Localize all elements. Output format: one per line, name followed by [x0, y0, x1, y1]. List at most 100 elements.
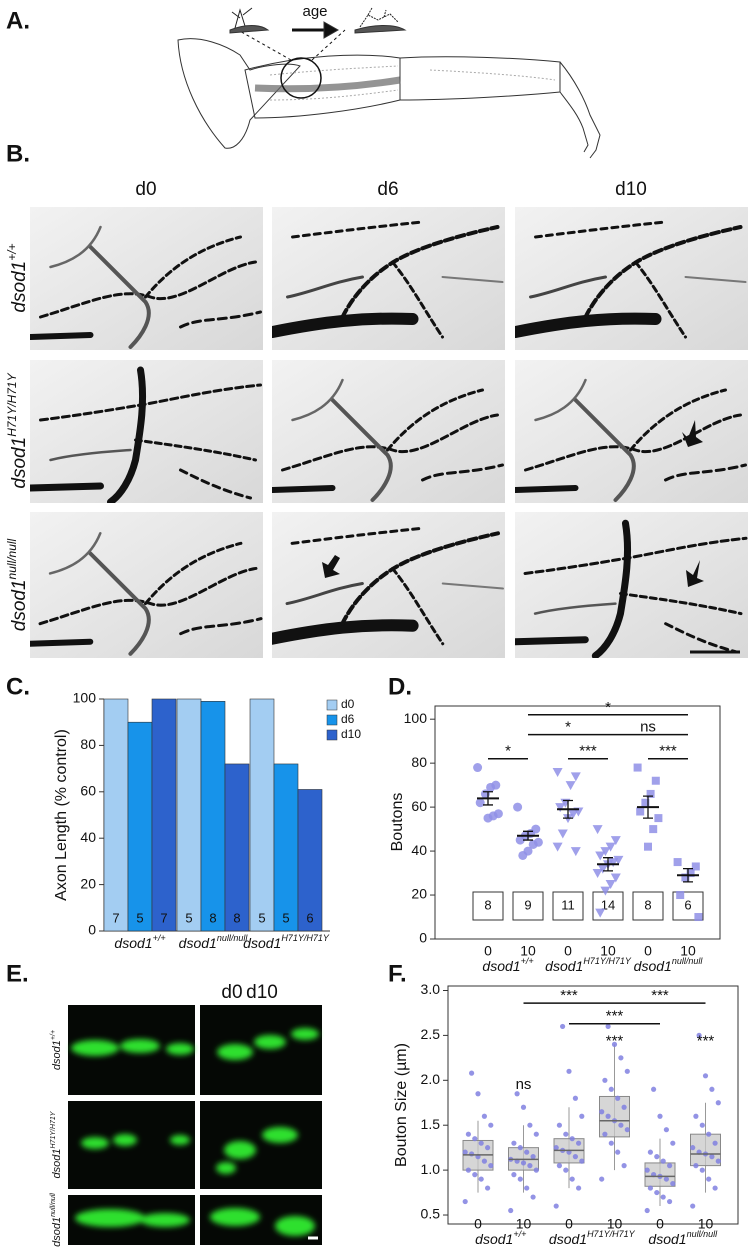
- point: [579, 1113, 585, 1119]
- point: [552, 842, 563, 852]
- genotype-label: dsod1H71Y/H71Y: [549, 1229, 636, 1246]
- point: [624, 1068, 630, 1074]
- point: [518, 850, 528, 860]
- bar-n-label: 8: [233, 910, 240, 925]
- bar: [297, 789, 323, 932]
- point: [560, 1023, 566, 1030]
- column-label: d0: [135, 179, 156, 200]
- point: [469, 1070, 475, 1076]
- point: [605, 842, 616, 852]
- y-tick-label: 80: [411, 754, 427, 770]
- point: [488, 1163, 494, 1169]
- bar: [176, 698, 202, 932]
- genotype-label: dsod1null/null: [5, 538, 30, 631]
- fluorescence-grid: [68, 1005, 322, 1245]
- point: [592, 869, 603, 879]
- point: [595, 908, 606, 918]
- point: [646, 789, 655, 798]
- genotype-sup: null/null: [50, 1193, 57, 1217]
- genotype-sup: H71Y/H71Y: [583, 956, 632, 966]
- genotype-label: dsod1+/+: [50, 1030, 63, 1070]
- point: [649, 825, 658, 834]
- point: [691, 862, 700, 871]
- legend-label: d0: [341, 697, 355, 711]
- box: [599, 1095, 630, 1138]
- point: [709, 1154, 715, 1160]
- bar-n-label: 5: [185, 910, 192, 925]
- point: [608, 1086, 614, 1092]
- point: [592, 825, 603, 835]
- point: [715, 1158, 721, 1164]
- point: [641, 798, 650, 807]
- genotype-base: dsod1: [9, 437, 30, 489]
- point: [654, 1189, 660, 1196]
- significance-label: ***: [606, 1008, 624, 1025]
- panel-label: E.: [6, 960, 29, 987]
- point: [481, 1113, 487, 1119]
- significance-label: ***: [560, 987, 578, 1004]
- genotype-sup: +/+: [513, 1229, 526, 1239]
- point: [465, 1167, 471, 1173]
- genotype-label: dsod1H71Y/H71Y: [545, 956, 632, 973]
- error-bar: [523, 830, 533, 841]
- y-tick-label: 20: [411, 886, 427, 902]
- point: [472, 1172, 478, 1178]
- point: [483, 813, 493, 823]
- point: [654, 814, 663, 823]
- panel-label: C.: [6, 673, 30, 700]
- point: [610, 873, 621, 883]
- y-axis-label: Boutons: [389, 793, 406, 852]
- point: [667, 1163, 673, 1169]
- bar: [224, 763, 250, 932]
- genotype-base: dsod1: [51, 1217, 63, 1247]
- point: [681, 873, 690, 882]
- point: [511, 1172, 517, 1178]
- genotype-base: dsod1: [549, 1231, 587, 1247]
- genotype-sup: +/+: [521, 956, 534, 966]
- genotype-base: dsod1: [648, 1231, 686, 1247]
- y-tick-label: 60: [80, 783, 96, 799]
- point: [690, 1145, 696, 1151]
- bar: [249, 698, 275, 932]
- genotype-base: dsod1: [482, 958, 520, 974]
- point: [621, 1163, 627, 1169]
- legend-swatch: [326, 729, 338, 741]
- genotype-sup: H71Y/H71Y: [5, 372, 19, 436]
- y-tick-label: 40: [80, 829, 96, 845]
- point: [712, 1185, 718, 1191]
- point: [481, 1158, 487, 1164]
- point: [527, 1122, 533, 1128]
- arrow-label: age: [302, 3, 327, 20]
- point: [660, 1194, 666, 1200]
- point: [513, 802, 523, 812]
- point: [644, 842, 652, 851]
- y-tick-label: 80: [80, 736, 96, 752]
- point: [595, 851, 606, 861]
- point: [511, 1140, 517, 1146]
- point: [644, 1167, 650, 1173]
- annotation: ns: [516, 1076, 532, 1093]
- point: [563, 1131, 569, 1137]
- n-label: 9: [524, 897, 531, 912]
- bar-n-label: 8: [209, 910, 216, 925]
- point: [610, 836, 621, 846]
- point: [605, 1023, 611, 1030]
- point: [557, 829, 568, 839]
- point: [608, 1140, 614, 1146]
- genotype-base: dsod1: [475, 1231, 513, 1247]
- genotype-base: dsod1: [51, 1040, 63, 1070]
- point: [572, 1154, 579, 1160]
- point: [602, 1131, 608, 1137]
- significance-label: *: [605, 699, 611, 716]
- point: [530, 1194, 536, 1200]
- x-tick-label: 10: [516, 1216, 532, 1232]
- point: [478, 1140, 484, 1146]
- point: [657, 1113, 663, 1119]
- y-tick-label: 60: [411, 798, 427, 814]
- point: [615, 1149, 621, 1155]
- genotype-base: dsod1: [634, 958, 672, 974]
- genotype-base: dsod1: [9, 579, 30, 631]
- genotype-sup: null/null: [687, 1229, 719, 1239]
- genotype-label: dsod1H71Y/H71Y: [50, 1110, 63, 1178]
